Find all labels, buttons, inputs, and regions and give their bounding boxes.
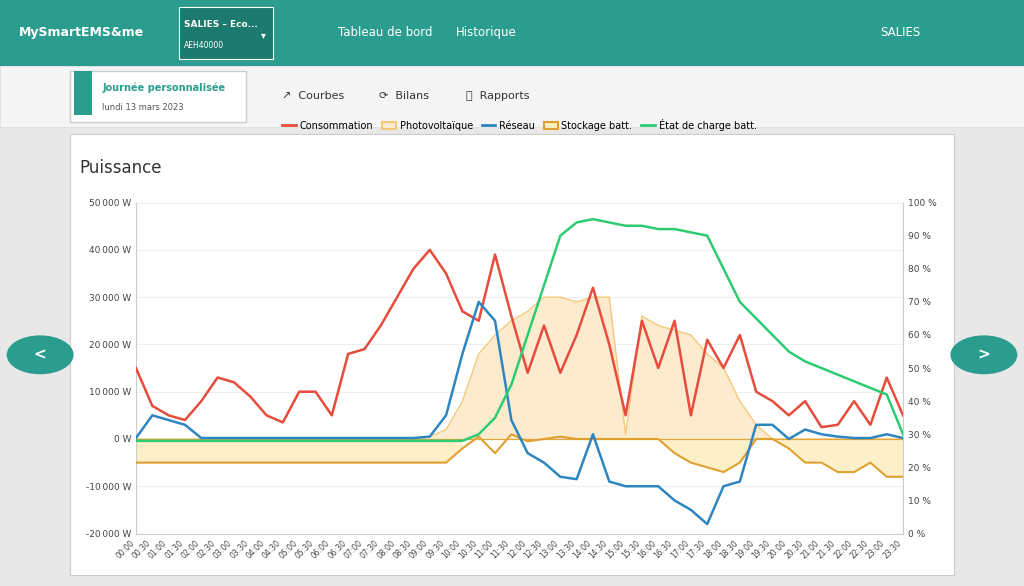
Text: ⟳  Bilans: ⟳ Bilans <box>379 91 429 101</box>
Text: lundi 13 mars 2023: lundi 13 mars 2023 <box>102 103 184 113</box>
Text: AEH40000: AEH40000 <box>184 42 224 50</box>
Text: Journée personnalisée: Journée personnalisée <box>102 83 225 93</box>
Text: Puissance: Puissance <box>80 159 163 177</box>
Text: MySmartEMS&me: MySmartEMS&me <box>18 26 143 39</box>
Text: <: < <box>34 347 46 362</box>
FancyBboxPatch shape <box>0 0 1024 66</box>
FancyBboxPatch shape <box>70 70 246 122</box>
Text: ↗  Courbes: ↗ Courbes <box>282 91 344 101</box>
Text: 📊  Rapports: 📊 Rapports <box>466 91 529 101</box>
FancyBboxPatch shape <box>179 6 273 59</box>
Text: SALIES: SALIES <box>881 26 921 39</box>
Circle shape <box>7 336 73 374</box>
Text: >: > <box>978 347 990 362</box>
FancyBboxPatch shape <box>0 66 1024 127</box>
Text: Historique: Historique <box>456 26 516 39</box>
Text: Tableau de bord: Tableau de bord <box>338 26 432 39</box>
Text: SALIES – Eco...: SALIES – Eco... <box>184 21 258 29</box>
FancyBboxPatch shape <box>74 71 92 115</box>
Legend: Consommation, Photovoltaïque, Réseau, Stockage batt., État de charge batt.: Consommation, Photovoltaïque, Réseau, St… <box>279 115 761 135</box>
Circle shape <box>951 336 1017 374</box>
FancyBboxPatch shape <box>70 134 954 575</box>
Text: ▾: ▾ <box>261 30 266 40</box>
